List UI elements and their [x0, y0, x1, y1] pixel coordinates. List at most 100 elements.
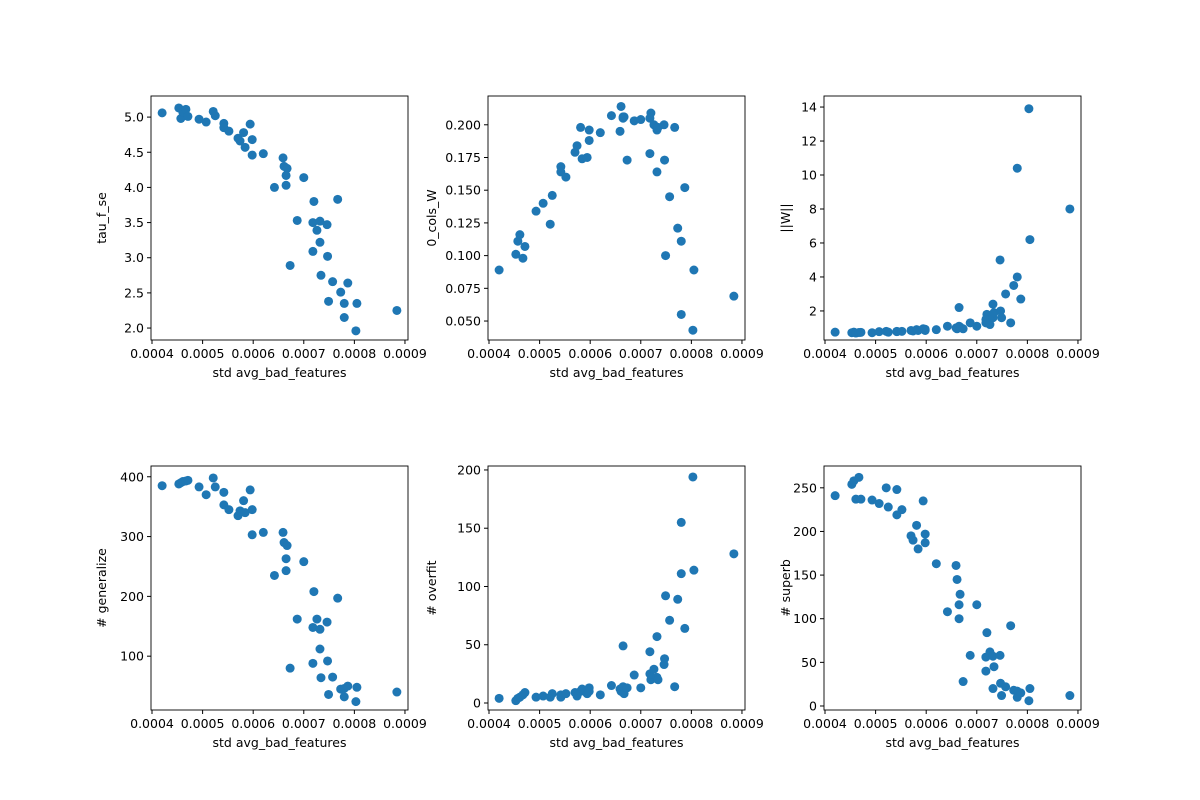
scatter-point [954, 303, 964, 313]
scatter-point [245, 485, 255, 495]
scatter-point [729, 549, 739, 559]
scatter-point [584, 125, 594, 135]
axes-frame [487, 465, 746, 711]
y-tick-label: 2.0 [124, 321, 144, 336]
scatter-point [210, 111, 220, 121]
scatter-point [661, 251, 671, 261]
y-tick-label: 4 [809, 269, 817, 284]
y-tick-label: 150 [457, 521, 481, 536]
x-axis-label: std avg_bad_features [886, 735, 1020, 750]
scatter-point [673, 223, 683, 233]
scatter-point [1025, 684, 1035, 694]
scatter-point [351, 697, 361, 707]
scatter-point [680, 623, 690, 633]
scatter-point [622, 155, 632, 165]
y-tick-label: 4.5 [124, 145, 144, 160]
scatter-point [1024, 104, 1034, 114]
scatter-point [670, 122, 680, 132]
y-tick-label: 250 [793, 480, 817, 495]
scatter-point [636, 683, 646, 693]
x-axis-label: std avg_bad_features [886, 365, 1020, 380]
scatter-point [913, 544, 923, 554]
scatter-point [518, 253, 528, 263]
scatter-point [582, 152, 592, 162]
scatter-point [918, 496, 928, 506]
scatter-point [729, 291, 739, 301]
scatter-point [322, 617, 332, 627]
scatter-point [312, 225, 322, 235]
x-tick-label: 0.0008 [669, 346, 713, 361]
scatter-point [392, 687, 402, 697]
y-tick-label: 12 [801, 134, 817, 149]
scatter-point [157, 108, 167, 118]
scatter-point [958, 677, 968, 687]
scatter-point [183, 475, 193, 485]
scatter-point [856, 494, 866, 504]
scatter-point [955, 589, 965, 599]
scatter-point [952, 574, 962, 584]
axes-frame [150, 95, 409, 341]
x-tick-label: 0.0005 [518, 346, 562, 361]
scatter-point [1024, 696, 1034, 706]
scatter-point [653, 675, 663, 685]
x-tick-label: 0.0007 [955, 716, 999, 731]
scatter-point [606, 681, 616, 691]
scatter-point [247, 530, 257, 540]
scatter-point [269, 182, 279, 192]
scatter-point [897, 326, 907, 336]
scatter-point [308, 246, 318, 256]
x-tick-label: 0.0005 [854, 346, 898, 361]
subplot: 0.0004 0.0005 0.0006 0.0007 0.0008 0.0009 100 2… [94, 465, 427, 750]
scatter-point [281, 566, 291, 576]
y-tick-label: 150 [793, 568, 817, 583]
y-tick-label: 0 [473, 696, 481, 711]
scatter-point [561, 689, 571, 699]
scatter-point [240, 142, 250, 152]
scatter-point [285, 663, 295, 673]
x-tick-label: 0.0005 [854, 716, 898, 731]
y-axis-label: tau_f_se [94, 192, 109, 244]
scatter-point [269, 570, 279, 580]
scatter-point [323, 251, 333, 261]
scatter-point [942, 607, 952, 617]
scatter-point [883, 502, 893, 512]
scatter-point [689, 265, 699, 275]
scatter-point [183, 111, 193, 121]
scatter-point [328, 277, 338, 287]
scatter-point [989, 662, 999, 672]
scatter-point [1006, 621, 1016, 631]
scatter-point [996, 306, 1006, 316]
scatter-point [343, 278, 353, 288]
scatter-point [1025, 235, 1035, 245]
y-tick-label: 0.125 [445, 215, 481, 230]
scatter-point [520, 241, 530, 251]
scatter-point [538, 691, 548, 701]
x-tick-label: 0.0006 [904, 346, 948, 361]
x-tick-label: 0.0006 [568, 346, 612, 361]
scatter-point [897, 505, 907, 515]
scatter-point [618, 113, 628, 123]
x-axis-label: std avg_bad_features [213, 735, 347, 750]
scatter-point [649, 664, 659, 674]
scatter-point [245, 119, 255, 129]
y-tick-label: 0.200 [445, 117, 481, 132]
y-tick-label: 3.5 [124, 215, 144, 230]
scatter-point [981, 666, 991, 676]
scatter-point [520, 688, 530, 698]
y-tick-label: 0.100 [445, 248, 481, 263]
scatter-point [194, 482, 204, 492]
x-tick-label: 0.0008 [1005, 346, 1049, 361]
scatter-point [920, 529, 930, 539]
scatter-point [951, 560, 961, 570]
scatter-point [308, 658, 318, 668]
y-tick-label: 0.150 [445, 183, 481, 198]
scatter-point [931, 559, 941, 569]
x-tick-label: 0.0004 [130, 346, 174, 361]
scatter-point [988, 651, 998, 661]
scatter-point [883, 327, 893, 337]
scatter-point [316, 270, 326, 280]
scatter-point [181, 104, 191, 114]
subplot: 0.0004 0.0005 0.0006 0.0007 0.0008 0.0009 0 50 1… [778, 465, 1100, 750]
y-tick-label: 300 [120, 529, 144, 544]
scatter-point [1016, 294, 1026, 304]
